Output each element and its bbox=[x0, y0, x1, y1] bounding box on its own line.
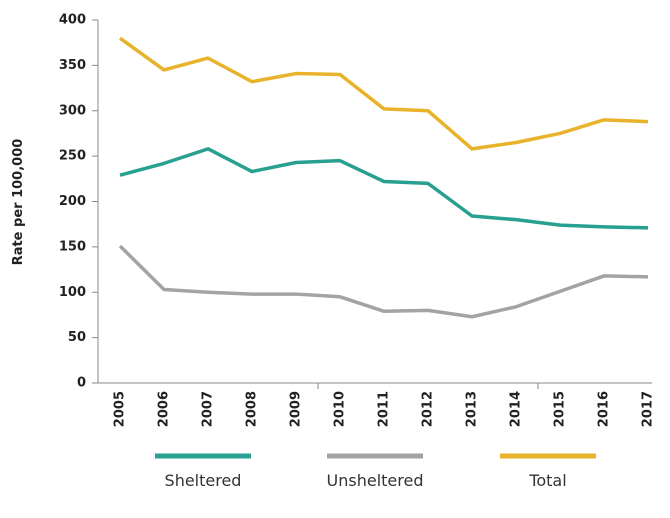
x-tick-label: 2014 bbox=[509, 391, 524, 427]
y-axis-label: Rate per 100,000 bbox=[11, 139, 26, 266]
series-line bbox=[118, 36, 649, 151]
x-tick-label: 2006 bbox=[157, 391, 172, 427]
x-tick-label: 2005 bbox=[113, 391, 128, 427]
x-tick-label: 2017 bbox=[641, 391, 656, 427]
y-tick-label: 50 bbox=[68, 330, 86, 345]
x-tick-label: 2007 bbox=[201, 391, 216, 427]
y-tick-label: 0 bbox=[77, 376, 86, 391]
legend-label: Unsheltered bbox=[327, 471, 424, 490]
legend-label: Total bbox=[528, 471, 566, 490]
y-tick-label: 150 bbox=[59, 239, 86, 254]
y-tick-label: 400 bbox=[59, 13, 86, 28]
y-tick-label: 100 bbox=[59, 285, 86, 300]
y-tick-label: 250 bbox=[59, 149, 86, 164]
x-tick-label: 2008 bbox=[245, 391, 260, 427]
x-tick-label: 2009 bbox=[289, 391, 304, 427]
y-tick-label: 200 bbox=[59, 194, 86, 209]
series-line bbox=[119, 147, 649, 230]
y-tick-label: 350 bbox=[59, 58, 86, 73]
x-tick-label: 2012 bbox=[421, 391, 436, 427]
x-tick-label: 2011 bbox=[377, 391, 392, 427]
y-tick-label: 300 bbox=[59, 103, 86, 118]
x-tick-label: 2015 bbox=[553, 391, 568, 427]
legend-label: Sheltered bbox=[165, 471, 242, 490]
x-tick-label: 2010 bbox=[333, 391, 348, 427]
x-tick-label: 2013 bbox=[465, 391, 480, 427]
x-tick-label: 2016 bbox=[597, 391, 612, 427]
series-line bbox=[118, 244, 649, 319]
